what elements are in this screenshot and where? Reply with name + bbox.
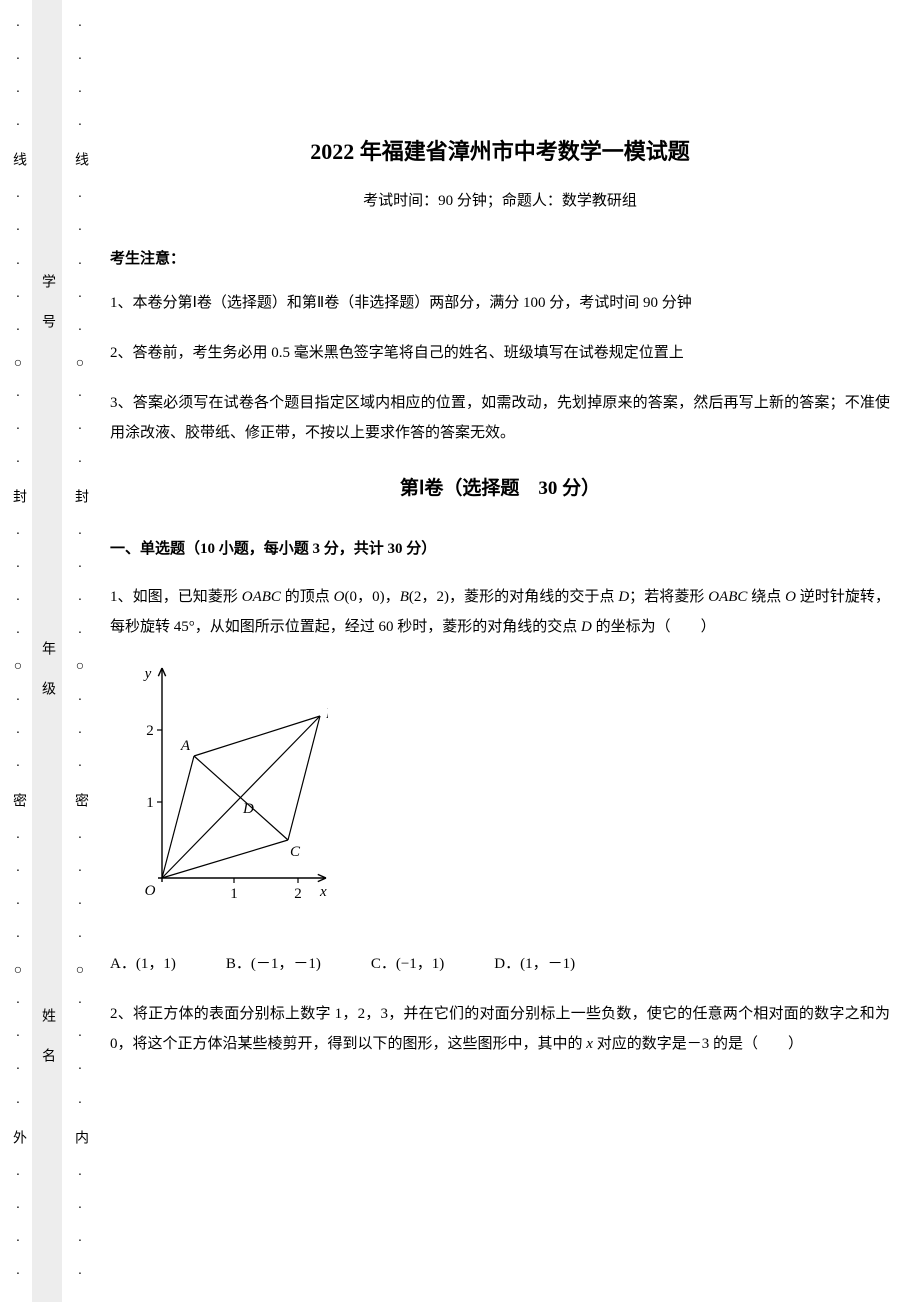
q1-bcoord: (2，2)，菱形的对角线的交于点 — [409, 589, 618, 605]
margin-circle: ○ — [14, 357, 22, 371]
svg-text:1: 1 — [230, 886, 238, 902]
svg-text:C: C — [290, 844, 301, 860]
q1-option-a: A．(1，1) — [110, 949, 176, 979]
margin-label-feng-inner: 封 — [70, 489, 90, 509]
question-2-text: 2、将正方体的表面分别标上数字 1，2，3，并在它们的对面分别标上一些负数，使它… — [110, 999, 890, 1059]
notice-item-1: 1、本卷分第Ⅰ卷（选择题）和第Ⅱ卷（非选择题）两部分，满分 100 分，考试时间… — [110, 288, 890, 318]
margin-label-mi-inner: 密 — [70, 793, 90, 813]
margin-circle: ○ — [76, 660, 84, 674]
q1-B: B — [400, 589, 409, 605]
margin-label-xian: 线 — [8, 152, 28, 172]
notice-item-2: 2、答卷前，考生务必用 0.5 毫米黑色签字笔将自己的姓名、班级填写在试卷规定位… — [110, 338, 890, 368]
q1-oabc2: OABC — [708, 589, 747, 605]
exam-title: 2022 年福建省漳州市中考数学一模试题 — [110, 130, 890, 174]
q1-option-c: C．(−1，1) — [371, 949, 444, 979]
section-1-heading: 第Ⅰ卷（选择题 30 分） — [110, 470, 890, 508]
field-xingming: 姓 名 — [37, 1008, 57, 1068]
question-1-text: 1、如图，已知菱形 OABC 的顶点 O(0，0)，B(2，2)，菱形的对角线的… — [110, 582, 890, 642]
margin-label-mi: 密 — [8, 793, 28, 813]
svg-text:B: B — [326, 706, 328, 722]
margin-circle: ○ — [76, 964, 84, 978]
q1-t4: 绕点 — [747, 589, 785, 605]
margin-label-feng: 封 — [8, 489, 28, 509]
field-nianji: 年 级 — [37, 641, 57, 701]
q1-t3: ；若将菱形 — [629, 589, 708, 605]
page-content: 2022 年福建省漳州市中考数学一模试题 考试时间：90 分钟；命题人：数学教研… — [100, 0, 900, 1087]
q1-option-b: B．(－1，－1) — [226, 949, 321, 979]
student-info-band: 学 号 年 级 姓 名 — [32, 0, 62, 1302]
svg-text:x: x — [319, 884, 327, 900]
part-a-heading: 一、单选题（10 小题，每小题 3 分，共计 30 分） — [110, 534, 890, 564]
margin-circle: ○ — [76, 357, 84, 371]
notice-item-3: 3、答案必须写在试卷各个题目指定区域内相应的位置，如需改动，先划掉原来的答案，然… — [110, 388, 890, 448]
margin-label-wai: 外 — [8, 1130, 28, 1150]
margin-label-xian-inner: 线 — [70, 152, 90, 172]
svg-text:A: A — [180, 738, 191, 754]
q1-t2: 的顶点 — [281, 589, 334, 605]
q1-O: O — [334, 589, 345, 605]
svg-text:2: 2 — [294, 886, 302, 902]
svg-text:O: O — [145, 883, 156, 899]
question-1-options: A．(1，1) B．(－1，－1) C．(−1，1) D．(1，－1) — [110, 949, 890, 979]
margin-outer-dots: · ··· 线 ····· ○ ··· 封 ···· ○ ··· 密 ···· … — [8, 0, 28, 1302]
q1-O2: O — [785, 589, 796, 605]
svg-text:y: y — [143, 666, 152, 682]
q1-oabc: OABC — [242, 589, 281, 605]
margin-circle: ○ — [14, 660, 22, 674]
svg-text:1: 1 — [146, 795, 154, 811]
margin-circle: ○ — [14, 964, 22, 978]
field-xuehao: 学 号 — [37, 274, 57, 334]
q2-t2: 对应的数字是－3 的是（ ） — [593, 1036, 803, 1052]
q1-t6: 的坐标为（ ） — [592, 619, 716, 635]
margin-inner-dots: ···· 线 ····· ○ ··· 封 ···· ○ ··· 密 ···· ○… — [70, 0, 90, 1302]
q1-option-d: D．(1，－1) — [494, 949, 575, 979]
q1-D: D — [618, 589, 629, 605]
question-1-figure: x y O 1 2 1 2 A B C D — [128, 660, 328, 918]
svg-text:D: D — [242, 801, 254, 817]
svg-text:2: 2 — [146, 723, 154, 739]
margin-label-nei: 内 — [70, 1130, 90, 1150]
q1-t1: 1、如图，已知菱形 — [110, 589, 242, 605]
q1-ocoord: (0，0)， — [345, 589, 400, 605]
notice-heading: 考生注意： — [110, 244, 890, 274]
q2-x: x — [586, 1036, 593, 1052]
q1-D2: D — [581, 619, 592, 635]
exam-subtitle: 考试时间：90 分钟；命题人：数学教研组 — [110, 186, 890, 216]
dot: · — [16, 20, 21, 34]
